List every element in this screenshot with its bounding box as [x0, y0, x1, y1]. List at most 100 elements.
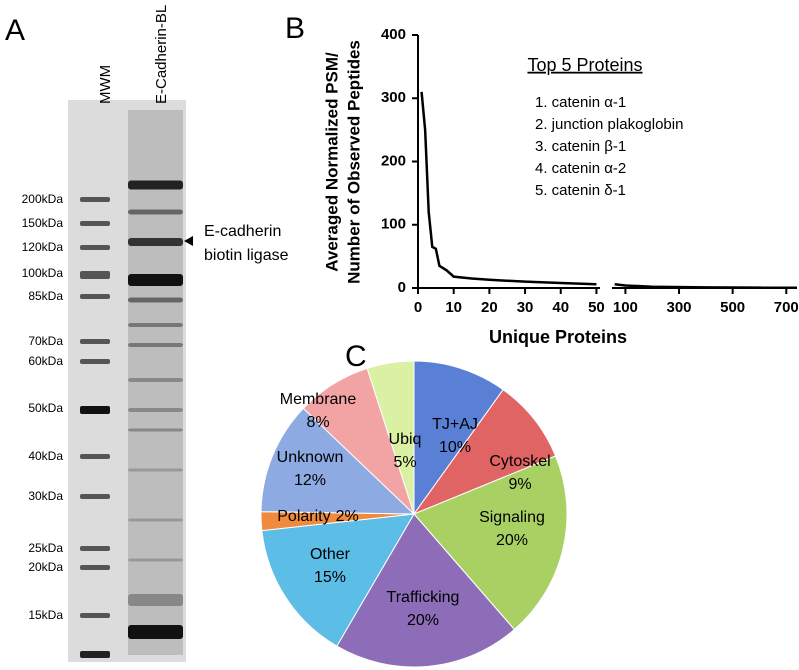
- inset-item: 4. catenin α-2: [535, 160, 626, 177]
- lane-band: [128, 274, 183, 286]
- lane-band: [128, 558, 183, 562]
- y-tick-label: 0: [398, 279, 406, 296]
- marker-label: 15kDa: [28, 608, 63, 622]
- marker-band: [80, 406, 110, 414]
- marker-band: [80, 245, 110, 250]
- marker-label: 120kDa: [22, 240, 64, 254]
- lane-band: [128, 180, 183, 190]
- pie-slice: [260, 407, 416, 515]
- pie-slice: [413, 455, 568, 631]
- lane-band: [128, 428, 183, 432]
- line-series: [614, 282, 798, 290]
- pie-slice: [336, 513, 516, 668]
- panel-label: B: [285, 12, 305, 45]
- x-tick-label: 300: [667, 299, 692, 316]
- annotation: E-cadherin: [204, 223, 281, 240]
- marker-band: [80, 359, 110, 364]
- y-tick-label: 100: [381, 216, 406, 233]
- pie-slice: [412, 388, 557, 516]
- lane-label: E-Cadherin-BL: [153, 5, 170, 104]
- y-tick-label: 300: [381, 89, 406, 106]
- slice-label: Unknown: [277, 449, 344, 466]
- line-series: [420, 91, 597, 286]
- x-axis-label: Unique Proteins: [489, 327, 627, 347]
- marker-band: [80, 494, 110, 499]
- lane-label: MWM: [97, 65, 114, 104]
- marker-band: [80, 613, 110, 618]
- slice-value: 15%: [314, 569, 346, 586]
- lane-band: [128, 297, 183, 303]
- marker-band: [80, 339, 110, 344]
- slice-value: 12%: [294, 472, 326, 489]
- arrowhead: [184, 236, 193, 246]
- inset-item: 2. junction plakoglobin: [535, 116, 683, 133]
- slice-value: 10%: [439, 439, 471, 456]
- slice-label: Polarity 2%: [277, 508, 358, 525]
- lane-smear: [128, 110, 183, 655]
- x-tick-label: 700: [774, 299, 799, 316]
- marker-label: 40kDa: [28, 449, 63, 463]
- slice-label: TJ+AJ: [432, 416, 478, 433]
- y-tick-label: 400: [381, 26, 406, 43]
- marker-label: 85kDa: [28, 289, 63, 303]
- x-tick-label: 20: [481, 299, 498, 316]
- pie-slice: [366, 360, 415, 515]
- marker-band: [80, 197, 110, 202]
- slice-value: 20%: [407, 612, 439, 629]
- slice-label: Ubiq: [389, 431, 422, 448]
- panel-label: A: [5, 14, 25, 47]
- x-tick-label: 40: [552, 299, 569, 316]
- marker-band: [80, 651, 110, 658]
- slice-name: Polarity: [277, 508, 330, 525]
- inset-item: 5. catenin δ-1: [535, 182, 626, 199]
- x-tick-label: 50: [588, 299, 605, 316]
- slice-value: 9%: [508, 476, 531, 493]
- lane-band: [128, 343, 183, 347]
- slice-label: Membrane: [280, 391, 357, 408]
- marker-label: 25kDa: [28, 541, 63, 555]
- lane-band: [128, 625, 183, 639]
- lane-band: [128, 209, 183, 215]
- marker-label: 150kDa: [22, 216, 64, 230]
- y-axis-label: Averaged Normalized PSM/: [322, 52, 341, 272]
- slice-label: Cytoskel: [489, 453, 550, 470]
- slice-value: 8%: [306, 414, 329, 431]
- marker-band: [80, 294, 110, 299]
- lane-band: [128, 323, 183, 327]
- x-tick-label: 10: [445, 299, 462, 316]
- marker-label: 100kDa: [22, 266, 64, 280]
- x-tick-label: 0: [414, 299, 422, 316]
- marker-band: [80, 454, 110, 459]
- lane-band: [128, 594, 183, 606]
- lane-band: [128, 468, 183, 472]
- lane-band: [128, 408, 183, 412]
- panel-label: C: [345, 340, 367, 373]
- x-tick-label: 500: [720, 299, 745, 316]
- y-tick-label: 200: [381, 152, 406, 169]
- x-tick-label: 30: [517, 299, 534, 316]
- marker-band: [80, 565, 110, 570]
- marker-label: 30kDa: [28, 489, 63, 503]
- marker-label: 50kDa: [28, 401, 63, 415]
- slice-value: 20%: [496, 532, 528, 549]
- marker-label: 20kDa: [28, 560, 63, 574]
- marker-label: 200kDa: [22, 192, 64, 206]
- slice-label: Signaling: [479, 509, 545, 526]
- lane-band: [128, 518, 183, 522]
- inset-item: 1. catenin α-1: [535, 94, 626, 111]
- marker-band: [80, 221, 110, 226]
- slice-label: Trafficking: [387, 589, 460, 606]
- marker-label: 60kDa: [28, 354, 63, 368]
- inset-item: 3. catenin β-1: [535, 138, 626, 155]
- marker-label: 70kDa: [28, 334, 63, 348]
- lane-band: [128, 238, 183, 246]
- marker-band: [80, 271, 110, 279]
- pie-slice: [413, 360, 504, 516]
- inset-title: Top 5 Proteins: [527, 55, 642, 75]
- annotation: biotin ligase: [204, 247, 289, 264]
- slice-label: Other: [310, 546, 351, 563]
- slice-value: 2%: [336, 508, 359, 525]
- x-tick-label: 100: [613, 299, 638, 316]
- y-axis-label: Number of Observed Peptides: [344, 40, 363, 284]
